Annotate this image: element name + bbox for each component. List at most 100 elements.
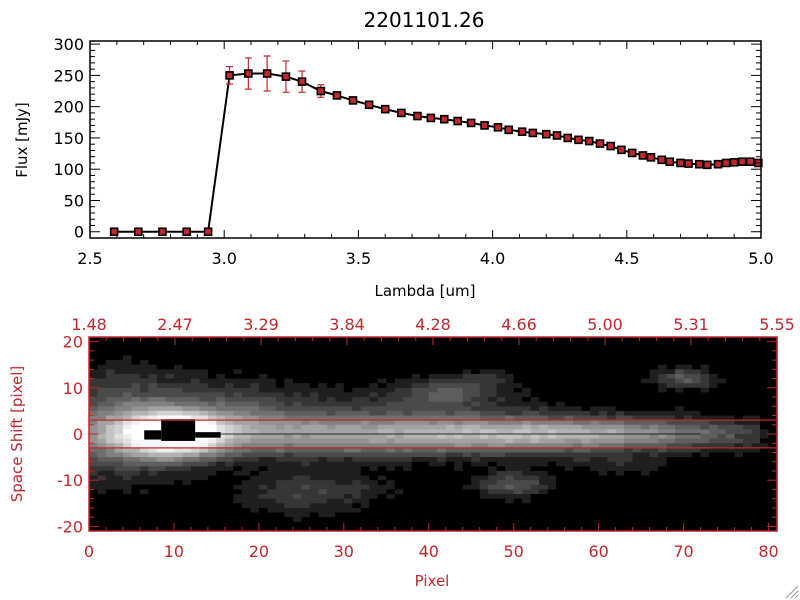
- heatmap-cell: [666, 387, 676, 394]
- heatmap-cell: [437, 397, 447, 403]
- heatmap-cell: [394, 434, 404, 440]
- heatmap-cell: [386, 355, 396, 361]
- heatmap-cell: [479, 378, 489, 384]
- heatmap-cell: [564, 489, 574, 495]
- heatmap-cell: [692, 378, 702, 384]
- top-tick-label: 3.29: [243, 315, 279, 334]
- heatmap-cell: [156, 470, 167, 477]
- heatmap-cell: [173, 447, 184, 454]
- heatmap-cell: [301, 457, 311, 463]
- resize-grip-icon[interactable]: [785, 585, 799, 599]
- heatmap-cell: [683, 470, 693, 477]
- heatmap-cell: [420, 387, 430, 394]
- heatmap-cell: [403, 494, 413, 500]
- heatmap-cell: [105, 350, 116, 357]
- heatmap-cell: [241, 475, 251, 481]
- heatmap-cell: [445, 498, 455, 504]
- heatmap-cell: [658, 420, 668, 426]
- heatmap-cell: [768, 341, 778, 347]
- heatmap-cell: [564, 387, 574, 394]
- heatmap-cell: [709, 350, 719, 357]
- heatmap-cell: [182, 452, 192, 458]
- heatmap-cell: [105, 517, 116, 523]
- heatmap-cell: [479, 410, 489, 417]
- heatmap-cell: [437, 457, 447, 463]
- heatmap-cell: [122, 475, 133, 481]
- heatmap-cell: [522, 461, 532, 467]
- heatmap-cell: [301, 480, 311, 486]
- heatmap-cell: [607, 341, 617, 347]
- heatmap-cell: [445, 484, 455, 491]
- heatmap-cell: [624, 521, 634, 527]
- heatmap-cell: [352, 383, 362, 389]
- heatmap-cell: [97, 521, 107, 527]
- heatmap-cell: [539, 387, 549, 394]
- data-point: [563, 133, 573, 143]
- heatmap-cell: [97, 350, 107, 357]
- heatmap-cell: [437, 470, 447, 477]
- heatmap-cell: [377, 480, 387, 486]
- heatmap-cell: [547, 521, 557, 527]
- heatmap-cell: [743, 461, 753, 467]
- heatmap-cell: [343, 410, 353, 417]
- heatmap-cell: [590, 346, 600, 352]
- heatmap-cell: [301, 466, 311, 472]
- heatmap-cell: [581, 498, 591, 504]
- heatmap-cell: [692, 420, 702, 426]
- heatmap-cell: [658, 494, 668, 500]
- heatmap-cell: [394, 383, 404, 389]
- heatmap-cell: [199, 406, 209, 412]
- heatmap-cell: [692, 475, 702, 481]
- heatmap-cell: [513, 503, 523, 509]
- heatmap-cell: [590, 457, 600, 463]
- heatmap-cell: [564, 526, 574, 532]
- heatmap-cell: [403, 512, 413, 518]
- heatmap-cell: [734, 512, 744, 518]
- heatmap-cell: [89, 494, 99, 500]
- heatmap-cell: [751, 360, 761, 366]
- heatmap-cell: [250, 341, 260, 347]
- heatmap-cell: [717, 406, 727, 412]
- heatmap-cell: [751, 387, 761, 394]
- heatmap-cell: [615, 406, 625, 412]
- heatmap-cell: [479, 443, 489, 449]
- heatmap-cell: [139, 373, 150, 380]
- heatmap-cell: [420, 373, 430, 380]
- heatmap-cell: [700, 346, 710, 352]
- heatmap-cell: [114, 429, 124, 435]
- heatmap-cell: [275, 517, 285, 523]
- data-point: [737, 157, 747, 167]
- heatmap-cell: [309, 461, 319, 467]
- heatmap-cell: [216, 526, 226, 532]
- heatmap-cell: [641, 410, 651, 417]
- heatmap-cell: [267, 364, 277, 370]
- heatmap-cell: [105, 378, 116, 384]
- heatmap-cell: [267, 447, 277, 454]
- heatmap-cell: [547, 401, 557, 407]
- heatmap-cell: [760, 484, 770, 491]
- heatmap-cell: [275, 475, 285, 481]
- heatmap-cell: [284, 383, 294, 389]
- heatmap-cell: [148, 410, 158, 417]
- heatmap-cell: [505, 498, 515, 504]
- heatmap-cell: [352, 346, 362, 352]
- heatmap-cell: [675, 429, 685, 435]
- heatmap-cell: [590, 369, 600, 375]
- heatmap-cell: [275, 364, 285, 370]
- heatmap-cell: [318, 373, 328, 380]
- heatmap-cell: [428, 521, 438, 527]
- heatmap-cell: [683, 434, 693, 440]
- heatmap-cell: [148, 383, 158, 389]
- heatmap-cell: [445, 341, 455, 347]
- heatmap-cell: [258, 470, 268, 477]
- heatmap-cell: [326, 512, 336, 518]
- heatmap-cell: [607, 475, 617, 481]
- heatmap-cell: [114, 475, 124, 481]
- heatmap-cell: [760, 397, 770, 403]
- heatmap-cell: [598, 420, 608, 426]
- heatmap-cell: [700, 397, 710, 403]
- heatmap-cell: [743, 526, 753, 532]
- heatmap-cell: [318, 470, 328, 477]
- heatmap-cell: [632, 503, 642, 509]
- heatmap-cell: [649, 346, 659, 352]
